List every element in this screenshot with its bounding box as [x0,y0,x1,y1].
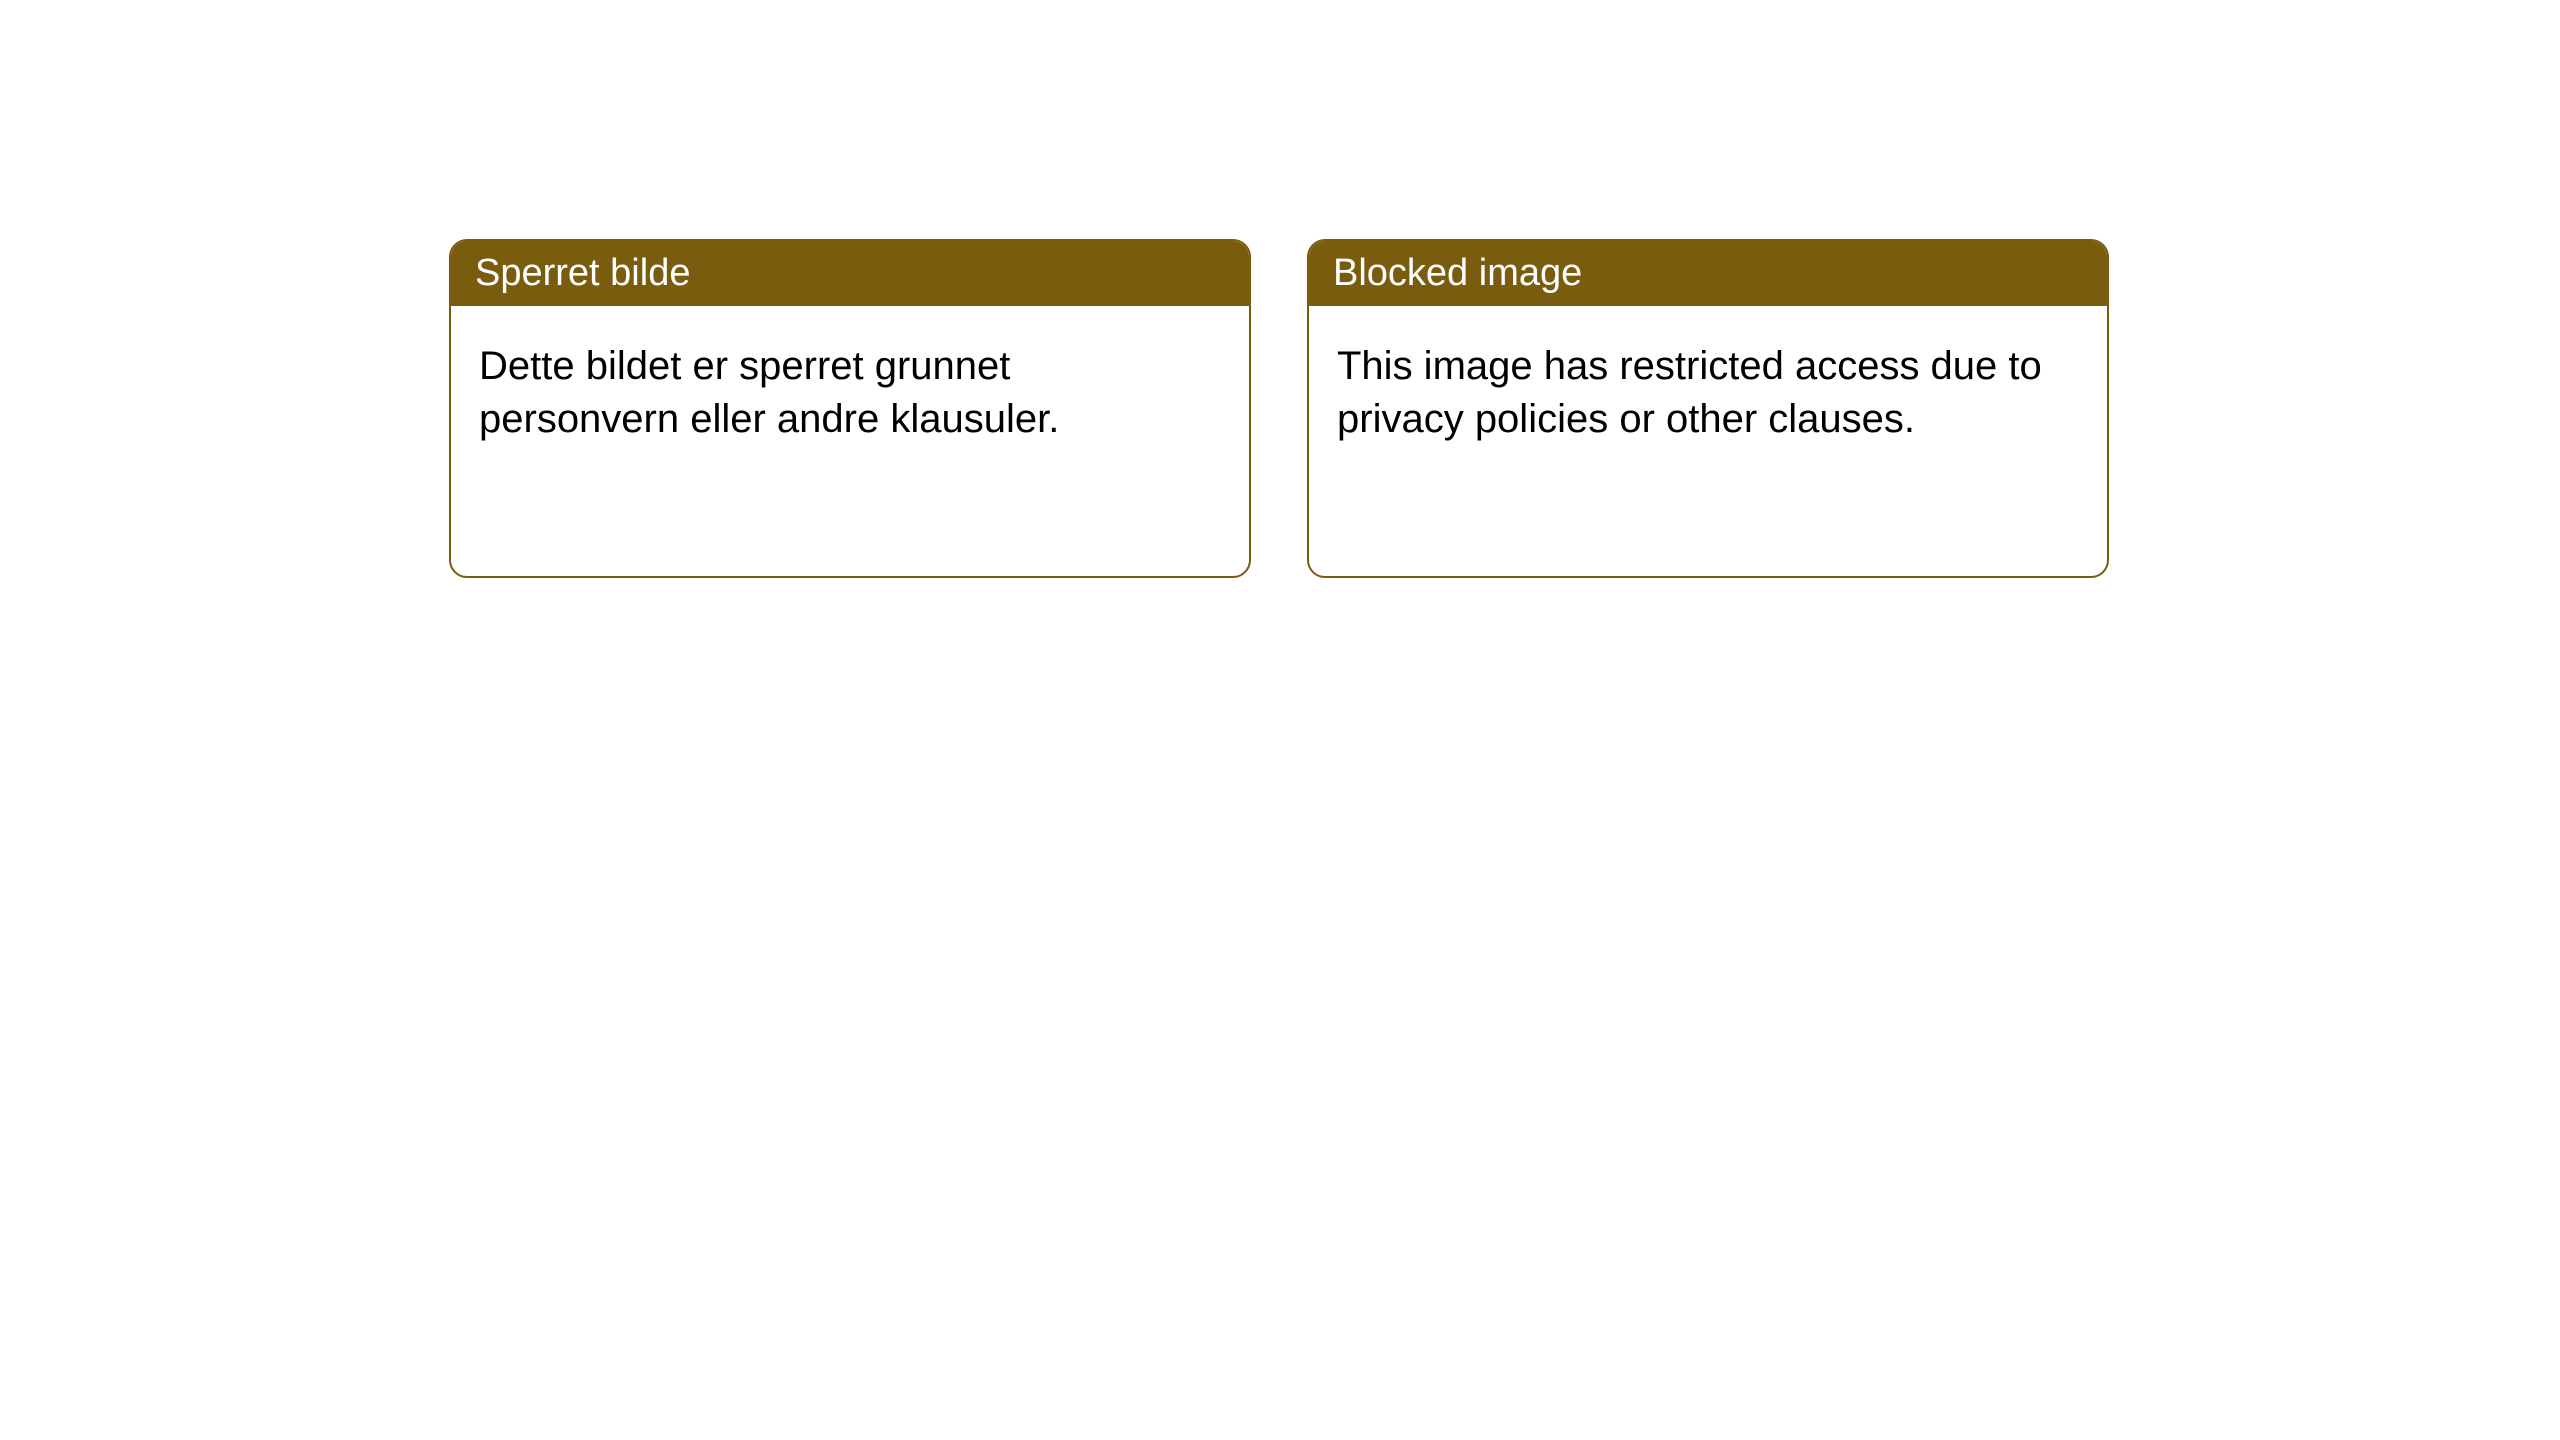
notice-cards-row: Sperret bilde Dette bildet er sperret gr… [0,0,2560,578]
card-message-en: This image has restricted access due to … [1337,340,2079,446]
card-body-no: Dette bildet er sperret grunnet personve… [451,306,1249,576]
blocked-image-card-en: Blocked image This image has restricted … [1307,239,2109,578]
card-body-en: This image has restricted access due to … [1309,306,2107,576]
card-title-en: Blocked image [1309,241,2107,306]
blocked-image-card-no: Sperret bilde Dette bildet er sperret gr… [449,239,1251,578]
card-message-no: Dette bildet er sperret grunnet personve… [479,340,1221,446]
card-title-no: Sperret bilde [451,241,1249,306]
